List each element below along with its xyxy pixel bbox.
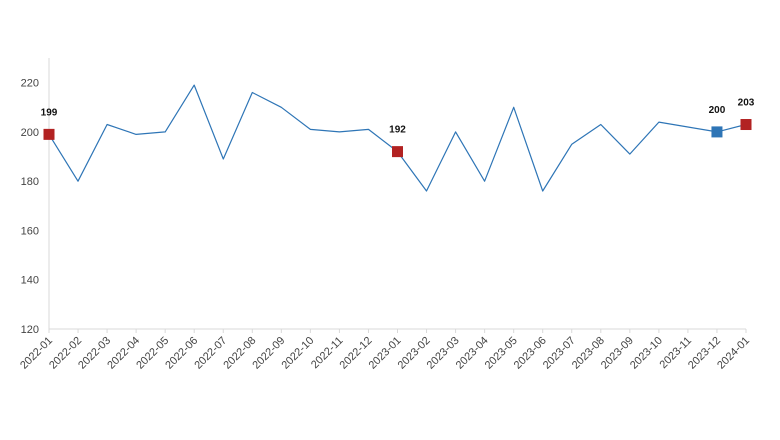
x-tick-label: 2023-10 xyxy=(628,335,665,372)
y-tick-label: 160 xyxy=(21,225,39,237)
highlight-marker xyxy=(711,126,723,138)
y-tick-label: 180 xyxy=(21,176,39,188)
y-tick-label: 220 xyxy=(21,78,39,90)
series-layer xyxy=(48,84,747,192)
highlight-markers: 199 192 200 203 xyxy=(41,98,755,158)
data-label: 192 xyxy=(389,125,406,136)
data-label: 200 xyxy=(709,105,726,116)
x-tick-label: 2022-10 xyxy=(279,335,316,372)
y-tick-label: 140 xyxy=(21,275,39,287)
x-tick-label: 2024-01 xyxy=(715,335,752,372)
y-axis: 120 140 160 180 200 220 xyxy=(21,58,50,336)
x-axis: 2022-012022-022022-032022-042022-052022-… xyxy=(18,328,752,372)
series-line xyxy=(48,84,747,192)
highlight-marker xyxy=(392,146,403,158)
highlight-marker xyxy=(740,119,752,131)
highlight-marker xyxy=(43,128,55,140)
y-tick-label: 120 xyxy=(21,324,39,336)
y-tick-label: 200 xyxy=(21,127,39,139)
data-label: 203 xyxy=(738,98,755,109)
data-label: 199 xyxy=(41,107,58,118)
